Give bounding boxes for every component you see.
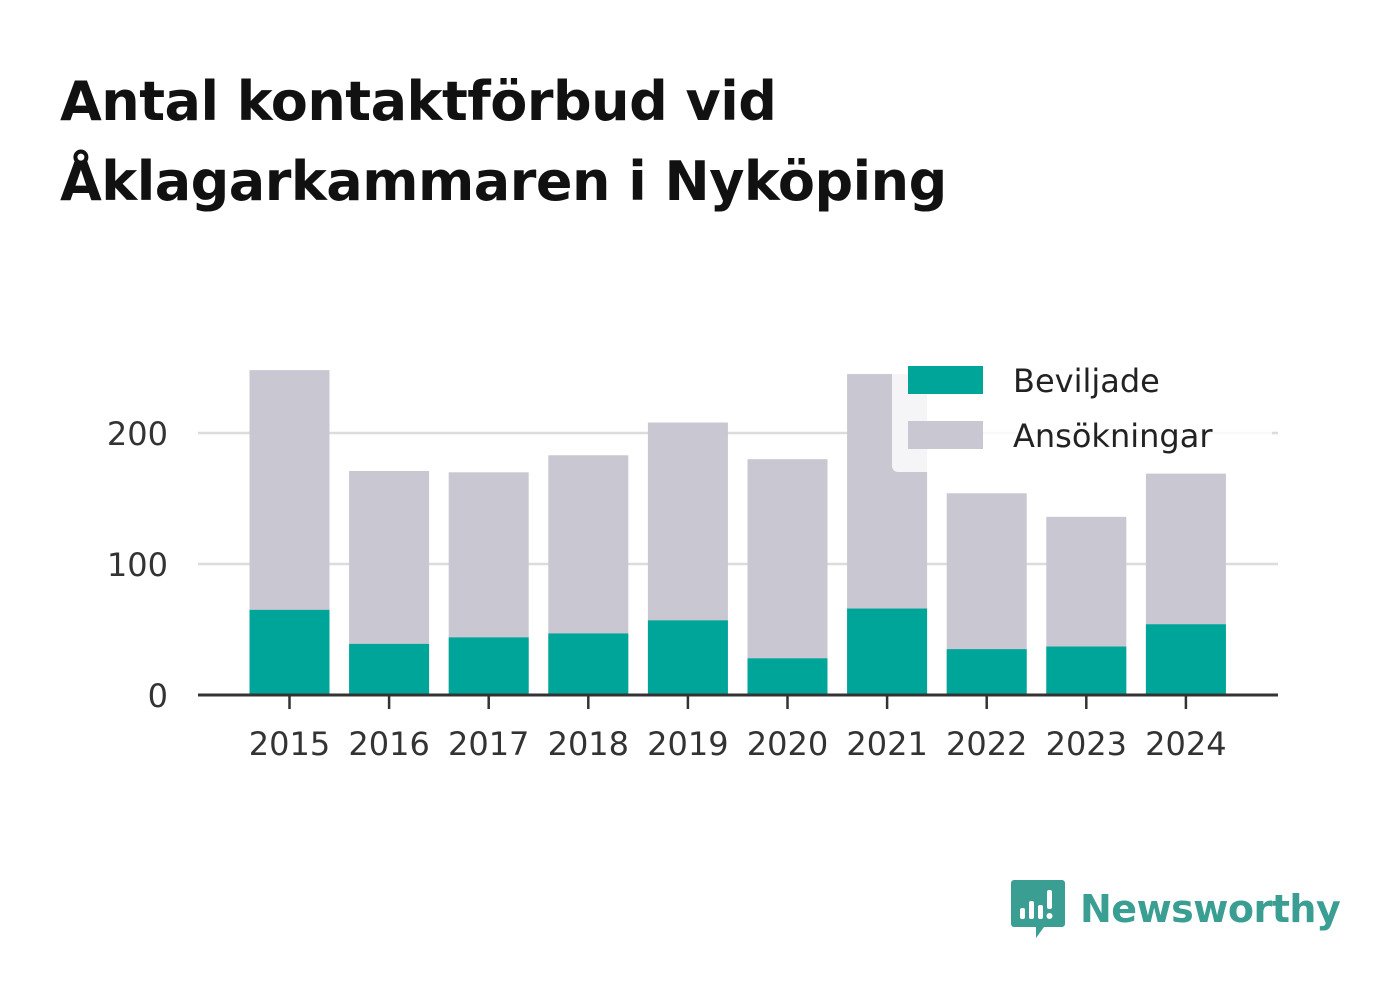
newsworthy-logo-icon	[1011, 880, 1065, 938]
bar-beviljade-2017	[448, 637, 529, 695]
legend-box	[892, 352, 1272, 472]
bar-beviljade-2023	[1046, 646, 1127, 695]
legend: Beviljade Ansökningar	[892, 352, 1272, 472]
x-tick-label-2015: 2015	[249, 725, 330, 763]
bars-beviljade	[249, 608, 1226, 695]
legend-label-beviljade: Beviljade	[1013, 362, 1160, 400]
bar-beviljade-2015	[249, 609, 330, 695]
bar-beviljade-2019	[647, 620, 728, 695]
x-tick-label-2024: 2024	[1145, 725, 1226, 763]
chart-title-line-2: Åklagarkammaren i Nyköping	[60, 150, 947, 213]
bar-beviljade-2022	[946, 649, 1027, 695]
newsworthy-brand: Newsworthy	[1010, 878, 1341, 940]
x-tick-label-2017: 2017	[448, 725, 529, 763]
brand-name: Newsworthy	[1080, 887, 1341, 931]
bar-ansökningar-2020	[747, 459, 828, 695]
x-tick-label-2016: 2016	[348, 725, 429, 763]
y-tick-label: 100	[107, 546, 168, 584]
y-tick-label: 0	[148, 677, 168, 715]
chart-title-line-1: Antal kontaktförbud vid	[60, 70, 777, 133]
legend-label-ansökningar: Ansökningar	[1013, 417, 1213, 455]
y-tick-label: 200	[107, 415, 168, 453]
x-tick-label-2023: 2023	[1046, 725, 1127, 763]
bar-beviljade-2024	[1145, 624, 1226, 695]
legend-swatch-beviljade	[908, 366, 983, 394]
x-tick-label-2020: 2020	[747, 725, 828, 763]
chart-title: Antal kontaktförbud vid Åklagarkammaren …	[60, 62, 1260, 222]
x-tick-label-2022: 2022	[946, 725, 1027, 763]
legend-swatch-ansökningar	[908, 421, 983, 449]
bar-beviljade-2020	[747, 658, 828, 695]
bar-beviljade-2018	[548, 633, 629, 695]
x-tick-label-2018: 2018	[548, 725, 629, 763]
bar-beviljade-2016	[349, 643, 430, 695]
bar-beviljade-2021	[847, 608, 928, 695]
axes: 0 100 200 2015 2016 2017 2018 2019 2020 2021 2022 2…	[107, 415, 1278, 763]
x-tick-label-2019: 2019	[647, 725, 728, 763]
x-tick-label-2021: 2021	[846, 725, 927, 763]
